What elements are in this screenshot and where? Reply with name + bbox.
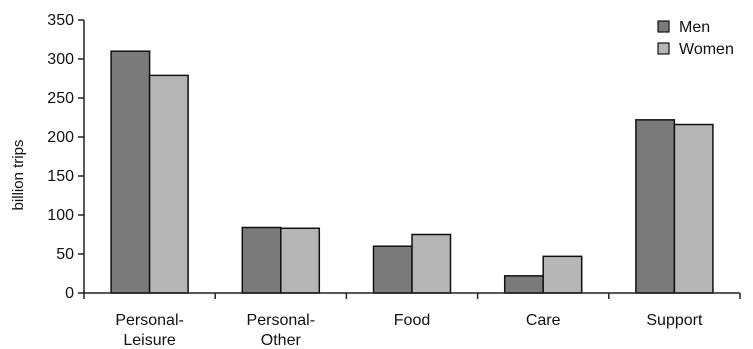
y-tick-label: 50	[56, 246, 74, 263]
y-tick-label: 150	[47, 168, 74, 185]
x-tick-label: Food	[394, 312, 430, 329]
legend-label-women: Women	[679, 41, 734, 58]
bar-men-4	[635, 119, 676, 294]
y-tick-label: 250	[47, 90, 74, 107]
legend-label-men: Men	[679, 19, 710, 36]
y-tick-label: 350	[47, 12, 74, 29]
bar-men-1	[241, 226, 282, 294]
bar-men-0	[110, 50, 151, 294]
bar-men-2	[372, 245, 413, 294]
bar-women-4	[673, 123, 714, 294]
x-tick-label: Support	[646, 312, 703, 329]
y-axis-label: billion trips	[10, 140, 27, 211]
x-tick-label: Personal-Leisure	[115, 312, 183, 349]
y-tick-label: 200	[47, 129, 74, 146]
x-tick-label: Personal-Other	[247, 312, 315, 349]
x-axis-ticks: Personal-Leisure Personal-Other Food Care Su…	[83, 293, 741, 349]
bar-men-3	[503, 275, 544, 294]
legend-swatch-women	[657, 42, 670, 55]
y-tick-label: 0	[65, 285, 74, 302]
y-tick-label: 300	[47, 51, 74, 68]
bar-women-3	[542, 255, 583, 294]
y-axis-ticks: 0 50 100 150 200 250 300 350	[47, 12, 84, 302]
legend: Men Women	[657, 19, 734, 58]
x-tick-label: Care	[526, 312, 561, 329]
bar-women-1	[280, 227, 321, 294]
legend-swatch-men	[657, 20, 670, 33]
bar-women-0	[148, 74, 189, 294]
bar-women-2	[411, 233, 452, 294]
bars	[110, 50, 714, 294]
y-tick-label: 100	[47, 207, 74, 224]
